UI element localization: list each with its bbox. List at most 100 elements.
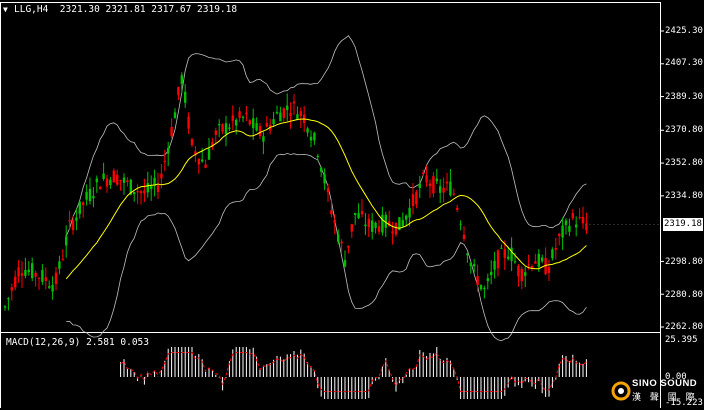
candle-body — [197, 158, 200, 165]
candle-body — [357, 213, 360, 219]
candle-body — [255, 122, 258, 131]
candle-body — [214, 130, 217, 135]
price-tick-label: 2334.80 — [665, 191, 703, 201]
candle-body — [422, 172, 425, 174]
candle-body — [3, 306, 7, 308]
candle-body — [71, 220, 75, 231]
candle-body — [78, 201, 81, 215]
candle-body — [398, 217, 401, 231]
bollinger-upper — [65, 35, 587, 237]
candle-body — [180, 75, 183, 84]
ohlc-values: 2321.30 2321.81 2317.67 2319.18 — [59, 4, 238, 15]
candle-body — [466, 253, 469, 256]
candle-body — [507, 256, 510, 259]
candle-body — [204, 164, 207, 168]
candle-body — [218, 124, 221, 126]
candle-body — [248, 120, 251, 125]
candle-body — [7, 298, 10, 300]
candle-body — [170, 127, 173, 137]
candle-body — [275, 111, 279, 114]
candle-body — [524, 272, 527, 276]
symbol-dropdown-icon[interactable]: ▼ — [3, 5, 8, 14]
candle-body — [517, 265, 520, 277]
candle-body — [558, 234, 561, 236]
candle-body — [279, 112, 282, 122]
candle-body — [561, 225, 564, 238]
candle-body — [160, 173, 163, 179]
candle-body — [316, 155, 319, 158]
candle-body — [510, 247, 513, 261]
candle-body — [177, 87, 180, 96]
candle-body — [425, 175, 428, 183]
candle-body — [367, 218, 370, 227]
candle-body — [496, 250, 500, 269]
candle-body — [428, 183, 432, 187]
ma-line — [65, 118, 587, 280]
candle-body — [544, 258, 547, 275]
candle-body — [326, 188, 330, 193]
moving-average-line — [65, 118, 587, 280]
macd-indicator-label: MACD(12,26,9) 2.581 0.053 — [6, 337, 149, 348]
price-tick-label: 2352.80 — [665, 158, 703, 168]
candle-body — [126, 180, 129, 182]
candle-body — [408, 207, 411, 218]
candle-body — [245, 112, 248, 115]
candle-body — [133, 191, 136, 195]
candle-body — [333, 219, 336, 224]
candle-body — [388, 221, 391, 226]
candle-body — [146, 183, 149, 193]
candle-body — [374, 222, 377, 228]
logo-subtitle: 漢 聲 國 際 — [632, 393, 698, 403]
candle-body — [17, 267, 20, 277]
candle-body — [554, 248, 557, 250]
candle-body — [51, 284, 54, 292]
candle-body — [541, 257, 544, 262]
candle-body — [228, 127, 231, 129]
candle-body — [184, 91, 187, 103]
candle-body — [313, 132, 316, 141]
candle-body — [415, 191, 418, 205]
candle-body — [150, 185, 153, 190]
candle-body — [211, 142, 214, 147]
price-tick-label: 2262.80 — [665, 322, 703, 332]
candle-body — [568, 225, 571, 232]
candle-body — [340, 241, 343, 244]
candle-body — [286, 105, 289, 110]
candle-body — [575, 224, 578, 228]
candle-body — [581, 216, 585, 224]
candle-body — [439, 186, 442, 193]
chart-borders — [0, 2, 661, 408]
macd-signal-line — [120, 351, 587, 392]
candle-body — [119, 179, 122, 182]
candle-body — [262, 136, 265, 142]
candle-body — [109, 179, 112, 186]
candle-body — [343, 260, 347, 267]
logo-name: SINO SOUND — [632, 378, 698, 389]
candle-body — [350, 224, 353, 232]
candle-body — [381, 214, 384, 233]
candle-body — [34, 272, 37, 277]
candle-body — [377, 226, 381, 232]
price-tick-label: 2407.30 — [665, 58, 703, 68]
candle-body — [513, 261, 517, 263]
candle-body — [547, 267, 551, 273]
candle-body — [534, 261, 537, 264]
logo-emblem-icon — [611, 381, 631, 401]
candle-body — [95, 178, 98, 183]
bollinger-lower — [66, 152, 587, 342]
candle-body — [258, 126, 262, 137]
macd-histogram — [120, 347, 587, 399]
candle-body — [163, 160, 166, 162]
symbol-timeframe: LLG,H4 — [14, 4, 49, 15]
candle-body — [394, 222, 398, 235]
candlestick-series — [3, 72, 588, 311]
candle-body — [500, 247, 503, 249]
candle-body — [37, 277, 41, 279]
candle-body — [85, 192, 88, 200]
candle-body — [24, 269, 27, 276]
candle-body — [116, 174, 119, 185]
candle-body — [432, 176, 435, 194]
candle-body — [469, 262, 472, 267]
candle-body — [88, 188, 92, 202]
